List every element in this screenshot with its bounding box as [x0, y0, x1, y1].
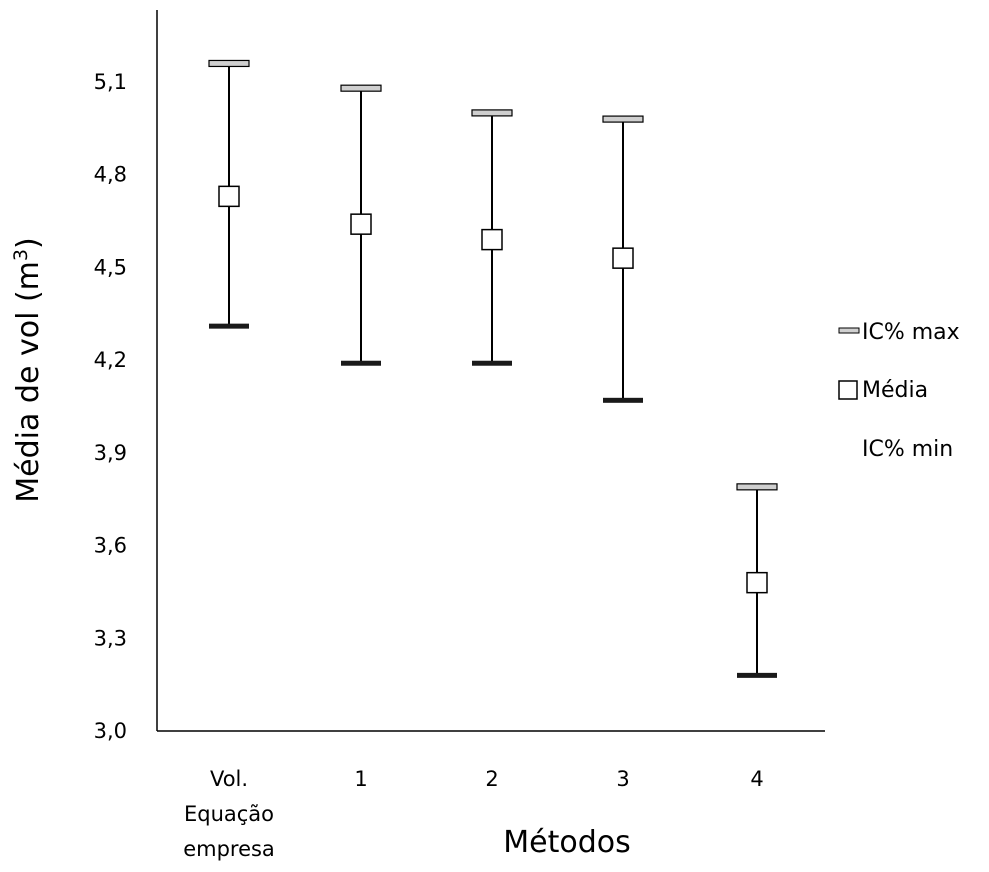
x-category-label: empresa — [183, 837, 275, 861]
y-tick-label: 5,1 — [94, 70, 127, 94]
error-bar-group — [602, 115, 644, 403]
ic-min-marker — [737, 672, 777, 678]
media-marker — [218, 185, 240, 208]
y-tick-label: 3,9 — [94, 441, 127, 465]
y-tick-labels: 3,0 3,3 3,6 3,9 4,2 4,5 4,8 5,1 — [94, 70, 127, 743]
error-bar-group — [736, 483, 778, 678]
y-tick-label: 4,8 — [94, 163, 127, 187]
legend-item-ic-min: IC% min — [862, 437, 953, 462]
legend-item-media: Média — [838, 378, 928, 403]
x-axis-title: Métodos — [503, 825, 631, 860]
legend-label-ic-max: IC% max — [862, 320, 960, 345]
ic-min-marker — [341, 360, 381, 366]
error-bar-group — [340, 84, 382, 366]
y-tick-label: 3,3 — [94, 626, 127, 650]
x-category-label: 3 — [616, 767, 629, 791]
legend-marker-ic-max — [838, 327, 860, 334]
y-axis-title: Média de vol (m3) — [10, 237, 46, 502]
x-category-labels: Vol. Equação empresa 1 2 3 4 — [183, 767, 763, 861]
ic-max-marker — [736, 483, 778, 491]
legend-label-ic-min: IC% min — [862, 437, 953, 462]
y-tick-label: 4,2 — [94, 348, 127, 372]
ic-max-marker — [340, 84, 382, 92]
error-bar-group — [471, 109, 513, 366]
ic-min-marker — [603, 397, 643, 403]
data-marks — [208, 59, 778, 678]
media-marker — [481, 228, 503, 251]
legend-item-ic-max: IC% max — [838, 320, 960, 345]
legend-label-media: Média — [862, 378, 928, 403]
ic-min-marker — [472, 360, 512, 366]
x-category-label: 2 — [485, 767, 498, 791]
ic-min-marker — [209, 323, 249, 329]
error-bar-group — [208, 59, 250, 329]
y-tick-label: 3,0 — [94, 719, 127, 743]
axes — [156, 10, 825, 732]
x-category-label: Vol. — [210, 767, 248, 791]
media-marker — [350, 213, 372, 235]
x-category-label: 1 — [354, 767, 367, 791]
x-category-label: 4 — [750, 767, 763, 791]
ic-max-marker — [208, 59, 250, 68]
x-category-label: Equação — [184, 802, 274, 826]
media-marker — [612, 247, 634, 269]
y-tick-label: 4,5 — [94, 255, 127, 279]
legend: IC% max Média IC% min — [838, 320, 960, 462]
ic-max-marker — [471, 109, 513, 117]
ic-max-marker — [602, 115, 644, 123]
y-tick-label: 3,6 — [94, 534, 127, 558]
media-marker — [746, 571, 768, 594]
legend-marker-media — [838, 380, 858, 400]
